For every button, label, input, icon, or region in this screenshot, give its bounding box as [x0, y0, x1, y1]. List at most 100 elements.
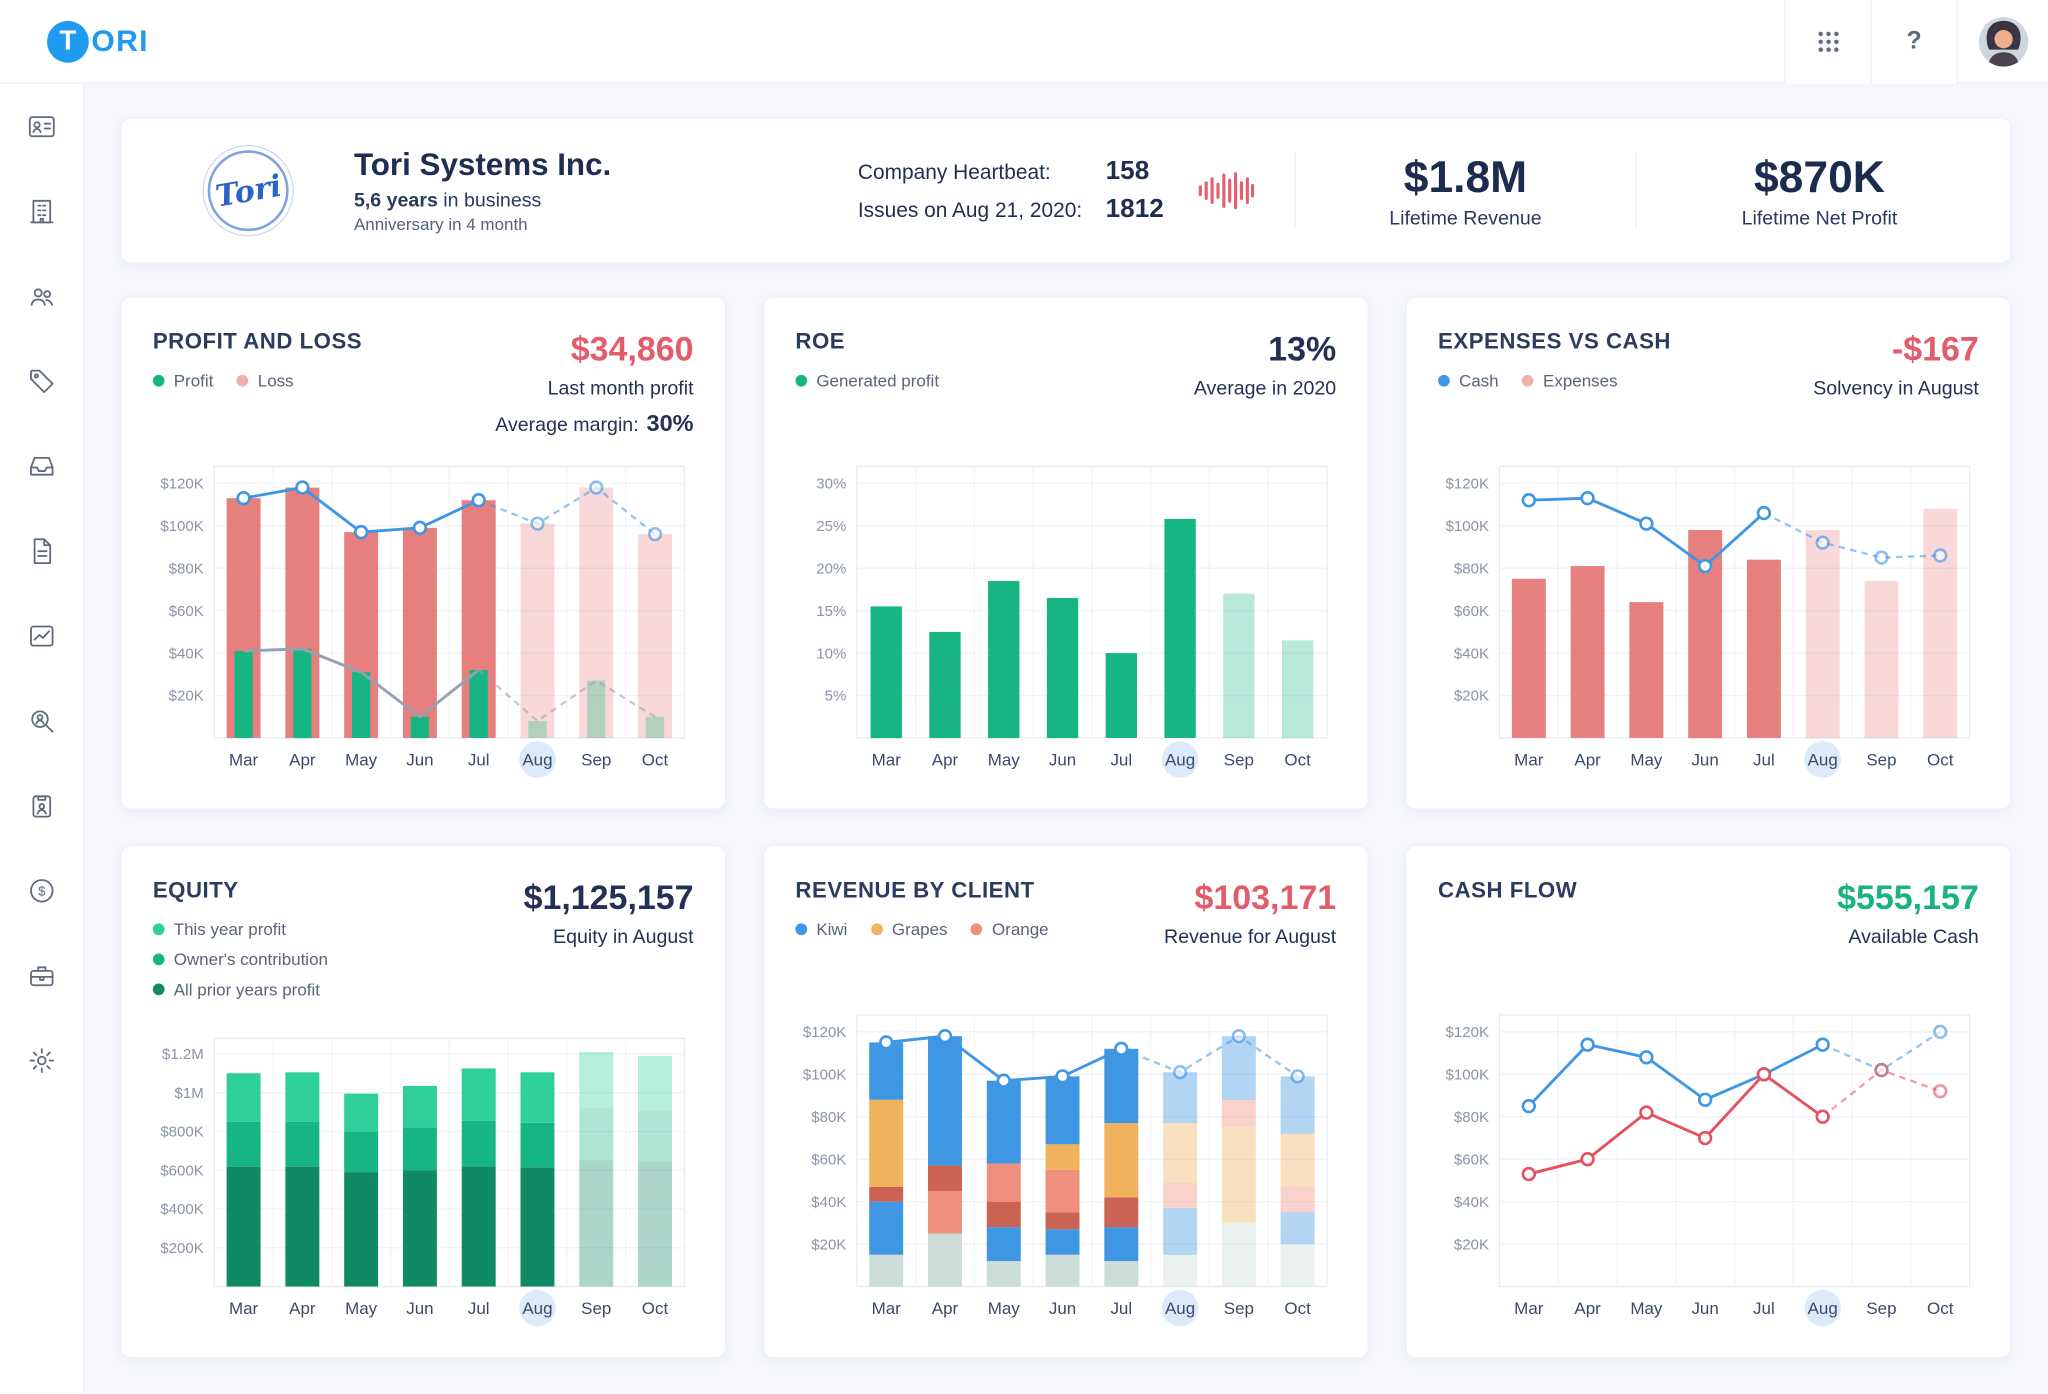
sidebar-item-contacts[interactable] [0, 84, 84, 169]
svg-text:30%: 30% [816, 475, 846, 492]
company-icon [30, 199, 54, 223]
svg-text:Jun: Jun [406, 750, 433, 769]
svg-text:$20K: $20K [811, 1236, 846, 1253]
expenses-vs-cash-card: EXPENSES VS CASH Cash Expenses -$167 Solv… [1405, 296, 2012, 810]
svg-text:Mar: Mar [872, 750, 902, 769]
svg-text:Apr: Apr [1574, 750, 1601, 769]
chart-legend: Kiwi Grapes Orange [795, 920, 1049, 939]
lifetime-revenue-stat: $1.8M Lifetime Revenue [1296, 152, 1636, 229]
svg-text:Mar: Mar [229, 1299, 259, 1318]
svg-text:$400K: $400K [160, 1201, 203, 1218]
sidebar-item-customers[interactable] [0, 253, 84, 338]
chart-subtitle: Revenue for August [1164, 926, 1337, 949]
roe-chart[interactable]: 5% 10% 15% 20% 25% 30% Mar Apr May Jun Jul Aug Sep Oc… [794, 451, 1337, 785]
user-avatar[interactable] [1978, 16, 2028, 66]
chart-value: $34,860 [570, 329, 694, 369]
apps-grid-button[interactable] [1784, 0, 1871, 83]
main-content: Tori Tori Systems Inc. 5,6 years in busi… [85, 84, 2048, 1394]
sidebar-item-payments[interactable]: $ [0, 848, 84, 933]
svg-text:May: May [345, 750, 378, 769]
heartbeat-label: Company Heartbeat: [857, 161, 1051, 185]
briefcase-icon [30, 965, 54, 986]
svg-text:$60K: $60K [811, 1151, 846, 1168]
chart-legend: Generated profit [795, 371, 939, 391]
legend-item: Grapes [870, 920, 948, 939]
legend-item: This year profit [152, 920, 328, 939]
svg-text:Aug: Aug [1808, 1299, 1838, 1318]
svg-text:25%: 25% [816, 518, 846, 535]
svg-text:10%: 10% [816, 645, 846, 662]
revenue-by-client-chart[interactable]: $20K $40K $60K $80K $100K $120K Mar Apr May Jun Ju… [794, 999, 1337, 1333]
svg-text:Sep: Sep [581, 1299, 611, 1318]
svg-text:5%: 5% [825, 688, 847, 705]
svg-text:$40K: $40K [1454, 1194, 1489, 1211]
svg-text:Mar: Mar [1514, 1299, 1544, 1318]
svg-text:$20K: $20K [1454, 688, 1489, 705]
svg-text:$600K: $600K [160, 1162, 203, 1179]
charts-grid: PROFIT AND LOSS Profit Loss $34,860 Last … [120, 296, 2012, 1359]
svg-text:Oct: Oct [1927, 750, 1954, 769]
app-logo[interactable]: T ORI [47, 20, 149, 63]
heartbeat-block: Company Heartbeat: 158 Issues on Aug 21,… [858, 157, 1164, 225]
svg-text:May: May [1630, 1299, 1663, 1318]
lifetime-profit-value: $870K [1753, 152, 1885, 202]
sidebar-item-analytics[interactable] [0, 593, 84, 678]
issues-label: Issues on Aug 21, 2020: [857, 199, 1083, 223]
chart-subtitle: Available Cash [1848, 926, 1979, 949]
company-anniversary: Anniversary in 4 month [353, 214, 528, 234]
equity-chart[interactable]: $200K $400K $600K $800K $1M $1.2M Mar Apr May Jun… [152, 1023, 695, 1334]
avatar-photo-icon [1978, 16, 2028, 66]
company-logo: Tori [207, 150, 289, 232]
legend-item: Expenses [1522, 371, 1618, 391]
cash-flow-card: CASH FLOW $555,157 Available Cash $20K $4… [1405, 845, 2012, 1359]
svg-text:Oct: Oct [1284, 1299, 1311, 1318]
sidebar-item-badge[interactable] [0, 763, 84, 848]
svg-text:Oct: Oct [1284, 750, 1311, 769]
svg-text:Aug: Aug [522, 1299, 552, 1318]
help-button[interactable]: ? [1870, 0, 1957, 83]
sidebar-item-company[interactable] [0, 168, 84, 253]
svg-text:$100K: $100K [1446, 518, 1489, 535]
svg-text:Jul: Jul [1753, 1299, 1775, 1318]
sidebar-item-tags[interactable] [0, 338, 84, 423]
company-logo-text: Tori [212, 167, 284, 214]
expenses-vs-cash-chart[interactable]: $20K $40K $60K $80K $100K $120K Mar Apr May Jun Ju… [1437, 451, 1980, 785]
svg-text:Sep: Sep [1224, 1299, 1254, 1318]
profit-and-loss-card: PROFIT AND LOSS Profit Loss $34,860 Last … [120, 296, 727, 810]
svg-text:Apr: Apr [289, 750, 316, 769]
sidebar-item-documents[interactable] [0, 508, 84, 593]
chart-title: CASH FLOW [1438, 877, 1578, 903]
svg-text:$40K: $40K [169, 645, 204, 662]
chart-subtitle: Equity in August [553, 926, 694, 949]
legend-item: Cash [1438, 371, 1499, 391]
chart-title: ROE [795, 329, 846, 354]
svg-text:$100K: $100K [803, 1067, 846, 1084]
svg-text:$800K: $800K [160, 1124, 203, 1141]
svg-text:Mar: Mar [1514, 750, 1544, 769]
chart-title: EQUITY [152, 877, 239, 903]
svg-text:$20K: $20K [1454, 1236, 1489, 1253]
help-icon: ? [1906, 26, 1922, 55]
cash-flow-chart[interactable]: $20K $40K $60K $80K $100K $120K Mar Apr May Jun Ju… [1437, 999, 1980, 1333]
svg-text:20%: 20% [816, 560, 846, 577]
sidebar-item-settings[interactable] [0, 1017, 84, 1102]
logo-t-icon: T [47, 20, 89, 63]
svg-text:Jun: Jun [1691, 750, 1718, 769]
customers-icon [30, 287, 53, 306]
chart-value: $103,171 [1194, 877, 1337, 917]
sidebar-item-search-people[interactable] [0, 678, 84, 763]
svg-text:Oct: Oct [1927, 1299, 1954, 1318]
profit-and-loss-chart[interactable]: $20K $40K $60K $80K $100K $120K Mar Apr May Jun Ju… [152, 451, 695, 785]
svg-text:$60K: $60K [1454, 1151, 1489, 1168]
equity-card: EQUITY This year profit Owner's contribut… [120, 845, 727, 1359]
svg-text:$200K: $200K [160, 1240, 203, 1257]
lifetime-revenue-label: Lifetime Revenue [1389, 207, 1542, 230]
avatar-container [1956, 0, 2048, 83]
chart-line-icon [30, 624, 54, 646]
divider [1635, 152, 1637, 229]
svg-text:$120K: $120K [1446, 1024, 1489, 1041]
sidebar-item-inbox[interactable] [0, 423, 84, 508]
svg-text:$60K: $60K [169, 603, 204, 620]
sidebar-item-projects[interactable] [0, 933, 84, 1018]
